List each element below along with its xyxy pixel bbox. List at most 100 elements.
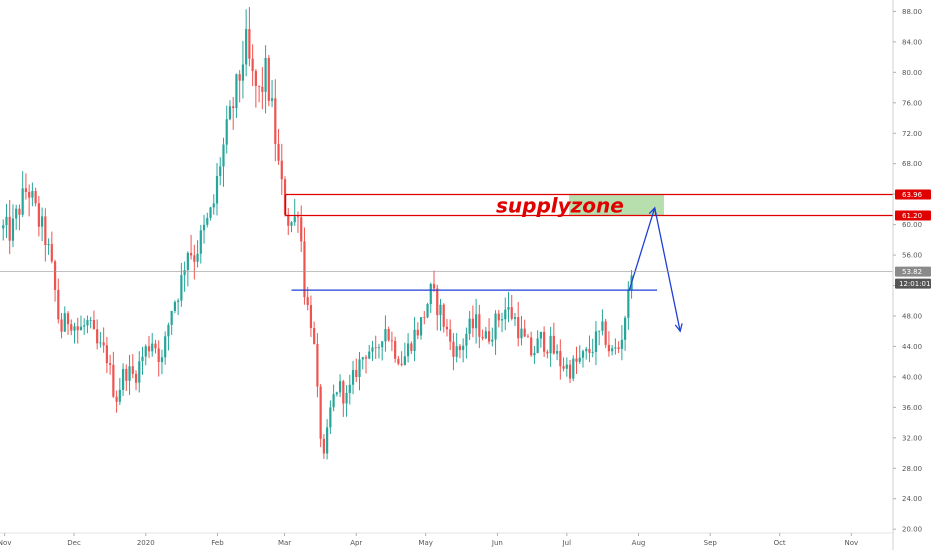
candle-body bbox=[15, 208, 18, 219]
candle-body bbox=[21, 188, 24, 215]
candle-body bbox=[497, 313, 500, 321]
candle-body bbox=[300, 217, 303, 242]
candle-body bbox=[507, 307, 510, 310]
candle-body bbox=[316, 343, 319, 387]
candle-body bbox=[478, 314, 481, 337]
supply-zone-box bbox=[569, 194, 664, 216]
candle-body bbox=[368, 351, 371, 359]
candle-body bbox=[513, 317, 517, 319]
candle-body bbox=[394, 341, 397, 359]
candle-body bbox=[585, 348, 588, 352]
candle-body bbox=[436, 288, 439, 316]
candle-body bbox=[361, 357, 364, 360]
arrow-down-icon bbox=[674, 323, 683, 333]
price-tick-label: 28.00 bbox=[902, 465, 922, 473]
candle-body bbox=[238, 74, 241, 81]
price-badges: 63.96 61.20 53.82 12:01:01 bbox=[895, 189, 931, 289]
candle-body bbox=[164, 336, 167, 358]
candles-layer bbox=[2, 7, 633, 460]
candle-body bbox=[319, 386, 322, 439]
candle-body bbox=[620, 339, 623, 349]
candle-body bbox=[2, 225, 5, 229]
time-tick-label: 2020 bbox=[137, 539, 155, 547]
zone-bottom-badge-label: 61.20 bbox=[902, 212, 922, 220]
time-axis[interactable]: Nov Dec 2020 Feb Mar Apr May Jun Jul Aug Sep Oct Nov bbox=[0, 533, 858, 547]
candle-body bbox=[604, 321, 607, 345]
candle-body bbox=[413, 329, 416, 351]
zone-bottom-badge bbox=[895, 210, 931, 221]
candle-body bbox=[212, 203, 215, 208]
candle-body bbox=[591, 351, 594, 353]
price-tick-label: 80.00 bbox=[902, 69, 922, 77]
last-price-badge bbox=[895, 266, 931, 277]
candle-body bbox=[355, 370, 358, 378]
countdown-badge-label: 12:01:01 bbox=[899, 280, 930, 288]
candle-body bbox=[277, 144, 280, 161]
candle-body bbox=[235, 74, 238, 109]
candle-body bbox=[270, 98, 274, 101]
candle-body bbox=[193, 255, 196, 262]
candle-body bbox=[225, 119, 228, 145]
candle-body bbox=[332, 394, 335, 408]
candle-body bbox=[452, 341, 455, 357]
candle-body bbox=[34, 190, 37, 204]
candle-body bbox=[627, 289, 630, 318]
candle-body bbox=[245, 29, 248, 65]
candle-body bbox=[131, 366, 134, 374]
candle-body bbox=[342, 381, 345, 404]
candle-body bbox=[189, 252, 193, 256]
candle-body bbox=[536, 338, 539, 354]
candle-body bbox=[86, 320, 89, 326]
candle-body bbox=[598, 330, 601, 332]
candle-body bbox=[358, 359, 361, 378]
candle-body bbox=[167, 324, 170, 337]
overlays-layer: supplyzone bbox=[0, 193, 893, 333]
candle-body bbox=[377, 347, 381, 349]
candle-body bbox=[28, 191, 31, 198]
price-tick-label: 84.00 bbox=[902, 38, 922, 46]
candle-body bbox=[37, 203, 40, 227]
candle-body bbox=[147, 346, 151, 352]
time-tick-label: Nov bbox=[845, 539, 859, 547]
candle-body bbox=[500, 319, 504, 321]
supply-zone-label: supplyzone bbox=[496, 193, 624, 217]
candle-body bbox=[611, 348, 614, 352]
candle-body bbox=[186, 252, 189, 271]
candle-body bbox=[118, 389, 121, 402]
candle-body bbox=[303, 241, 306, 298]
candle-body bbox=[494, 313, 497, 340]
candle-body bbox=[555, 351, 559, 354]
price-tick-label: 36.00 bbox=[902, 404, 922, 412]
candle-body bbox=[364, 357, 368, 359]
candle-body bbox=[338, 381, 342, 393]
candle-body bbox=[96, 329, 99, 344]
candle-body bbox=[348, 384, 351, 394]
candle-body bbox=[261, 86, 264, 92]
candle-body bbox=[403, 356, 406, 365]
time-tick-label: Oct bbox=[774, 539, 786, 547]
candle-body bbox=[445, 326, 449, 330]
candle-body bbox=[251, 58, 254, 72]
candle-body bbox=[594, 331, 598, 352]
candle-body bbox=[222, 144, 225, 167]
candle-body bbox=[523, 328, 526, 337]
candle-body bbox=[406, 343, 410, 357]
countdown-badge bbox=[895, 278, 931, 289]
time-tick-label: Jul bbox=[562, 539, 572, 547]
candle-body bbox=[419, 317, 423, 336]
candle-body bbox=[526, 336, 530, 338]
candle-body bbox=[44, 216, 47, 246]
candle-body bbox=[24, 188, 28, 192]
candle-body bbox=[293, 216, 296, 223]
candle-body bbox=[617, 347, 620, 349]
candle-body bbox=[180, 275, 183, 301]
candle-body bbox=[105, 345, 108, 364]
candle-body bbox=[258, 86, 261, 87]
candle-body bbox=[487, 331, 491, 342]
candle-body bbox=[322, 438, 325, 454]
candle-body bbox=[575, 358, 578, 362]
time-tick-label: Jun bbox=[491, 539, 503, 547]
candle-body bbox=[267, 57, 270, 101]
